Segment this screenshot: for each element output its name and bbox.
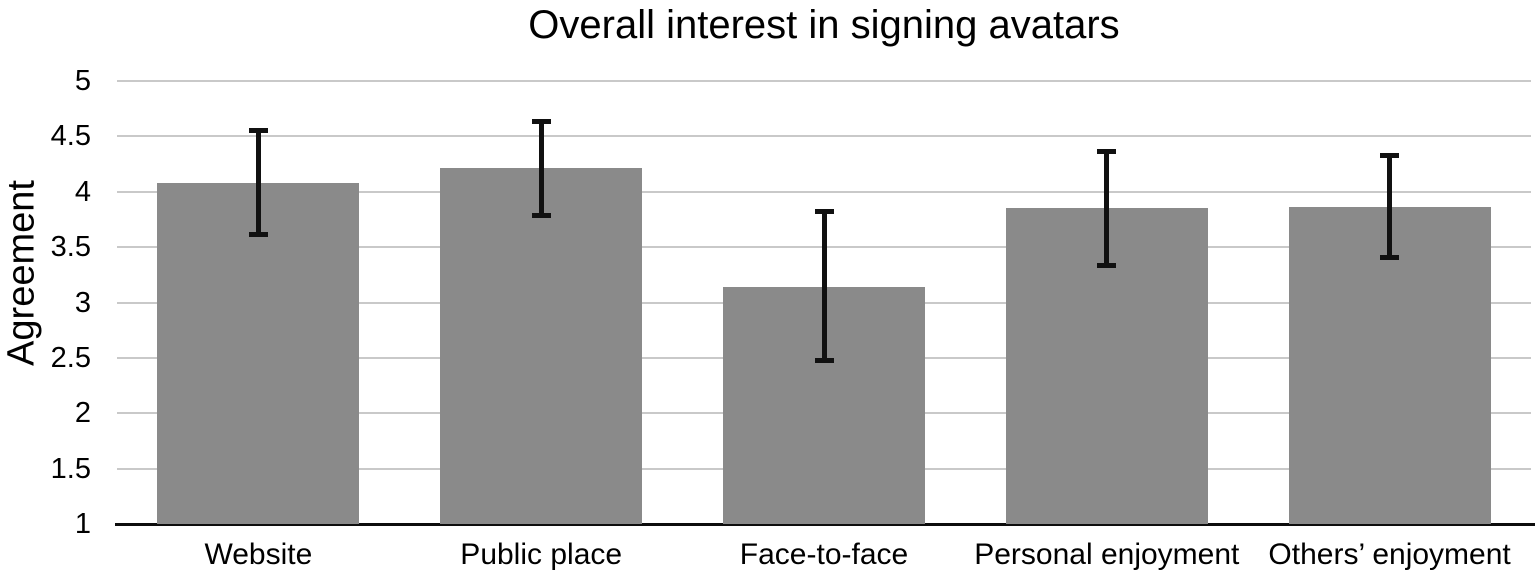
x-category-label: Website: [204, 538, 313, 571]
y-tick-label: 1: [74, 508, 91, 540]
y-tick-label: 2.5: [50, 341, 91, 374]
error-bar-line: [255, 129, 261, 235]
x-axis-line: [115, 523, 1535, 526]
error-bar-line: [538, 120, 544, 217]
x-category-label: Others’ enjoyment: [1268, 538, 1511, 571]
error-bar-cap-top: [1097, 148, 1117, 154]
y-tick-label: 4: [74, 175, 91, 208]
error-bar-cap-bottom: [1380, 255, 1400, 261]
y-tick-label: 5: [74, 65, 91, 97]
y-tick-label: 4.5: [50, 120, 91, 153]
gridline: [117, 80, 1531, 82]
x-axis-labels: Website Public place Face-to-face Personal …: [117, 540, 1531, 574]
y-tick-label: 3: [74, 286, 91, 319]
plot-area: [115, 80, 1535, 526]
bar: [440, 168, 643, 524]
error-bar-cap-top: [248, 127, 268, 133]
gridline: [117, 190, 1531, 193]
y-tick-label: 1.5: [50, 452, 91, 485]
error-bar-cap-top: [814, 208, 834, 214]
error-bar-cap-bottom: [1097, 262, 1117, 268]
bar: [157, 182, 360, 524]
y-tick-label: 3.5: [50, 231, 91, 264]
chart-title: Overall interest in signing avatars: [528, 3, 1120, 47]
error-bar-line: [1387, 155, 1393, 259]
error-bar-cap-bottom: [814, 358, 834, 364]
y-tick-label: 2: [74, 397, 91, 430]
x-category-label: Personal enjoyment: [974, 538, 1240, 571]
y-axis-tick-labels: 1 1.5 2 2.5 3 3.5 4 4.5 5: [0, 0, 91, 579]
gridline: [117, 135, 1531, 138]
x-category-label: Public place: [460, 538, 623, 571]
error-bar-line: [1104, 150, 1110, 266]
error-bar-cap-top: [531, 118, 551, 124]
error-bar-cap-top: [1380, 153, 1400, 159]
error-bar-cap-bottom: [248, 231, 268, 237]
error-bar-cap-bottom: [531, 213, 551, 219]
x-category-label: Face-to-face: [739, 538, 909, 571]
error-bar-line: [821, 210, 827, 362]
